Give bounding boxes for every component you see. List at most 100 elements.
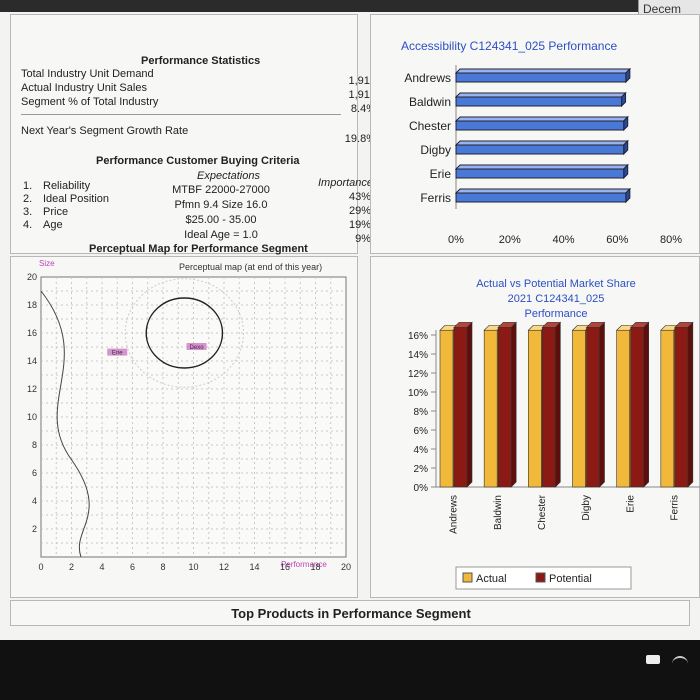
- y-tick-label: 6: [32, 468, 37, 478]
- product-marker: [107, 348, 128, 356]
- x-tick-label: 12: [219, 562, 229, 572]
- x-tick-label: 18: [310, 562, 320, 572]
- accessibility-chart: Accessibility C124341_025 Performance An…: [401, 39, 682, 246]
- bar: [455, 72, 627, 83]
- x-tick-label: 6: [130, 562, 135, 572]
- bar: [455, 192, 627, 203]
- bar-top: [454, 188, 632, 194]
- y-axis-label: Size: [39, 259, 55, 268]
- bar-top: [454, 116, 629, 122]
- top-bar: [0, 0, 700, 12]
- bar: [439, 329, 454, 488]
- criteria-importance: 29%: [348, 205, 371, 217]
- bar-side: [687, 321, 694, 488]
- wifi-icon: [672, 656, 688, 666]
- criteria-expectation: Ideal Age = 1.0: [184, 229, 258, 241]
- bar-side: [555, 321, 561, 488]
- bar-top: [454, 68, 632, 74]
- y-tick-label: 14%: [408, 350, 428, 361]
- bar: [674, 327, 689, 488]
- stats-row-label: Actual Industry Unit Sales: [21, 82, 147, 94]
- bar-top: [454, 164, 629, 170]
- x-tick-label: 0%: [448, 234, 464, 246]
- bar: [453, 327, 468, 488]
- y-tick-label: 0%: [414, 483, 429, 494]
- bar: [455, 120, 625, 131]
- date-tab[interactable]: Decem: [638, 0, 700, 18]
- y-tick-label: 2: [32, 524, 37, 534]
- criteria-importance: 19%: [348, 219, 371, 231]
- y-tick-label: 8%: [414, 407, 429, 418]
- market-share-subtitle2: Performance: [525, 308, 588, 320]
- stats-row-label: Total Industry Unit Demand: [21, 68, 154, 80]
- y-tick-label: 14: [27, 356, 37, 366]
- criteria-name: Reliability: [43, 180, 91, 192]
- bar-side: [643, 321, 649, 488]
- y-tick-label: 10%: [408, 388, 428, 399]
- x-tick-label: 8: [160, 562, 165, 572]
- product-label: Erie: [112, 351, 123, 357]
- x-tick-label: 60%: [606, 234, 628, 246]
- bar-top: [454, 92, 627, 98]
- criteria-num: 3.: [23, 206, 33, 218]
- criteria-name: Price: [43, 206, 69, 218]
- y-tick-label: 10: [27, 412, 37, 422]
- bar: [586, 327, 600, 488]
- criteria-num: 2.: [23, 193, 33, 205]
- bar: [572, 329, 586, 488]
- product-label: Dexo: [190, 345, 205, 351]
- legend: Actual Potential: [455, 566, 632, 590]
- x-tick-label: 16: [280, 562, 290, 572]
- category-label: Ferris: [420, 191, 451, 205]
- growth-label: Next Year's Segment Growth Rate: [21, 125, 189, 137]
- criteria-expectation: Pfmn 9.4 Size 16.0: [174, 199, 268, 211]
- expectations-header: Expectations: [197, 170, 260, 182]
- bar: [497, 327, 512, 488]
- importance-header: Importance: [318, 177, 374, 189]
- category-label: Erie: [430, 167, 452, 181]
- bar-top: [454, 140, 629, 146]
- criteria-expectation: $25.00 - 35.00: [185, 214, 257, 226]
- x-tick-label: 80%: [660, 234, 682, 246]
- legend-label-potential: Potential: [549, 573, 592, 585]
- x-tick-label: 20: [341, 562, 351, 572]
- bar-side: [466, 321, 473, 488]
- category-label: Digby: [581, 495, 592, 521]
- bar: [630, 327, 644, 488]
- bar: [528, 329, 542, 488]
- footer-title: Top Products in Performance Segment: [231, 606, 471, 621]
- product-marker: [186, 343, 207, 350]
- x-tick-label: 0: [38, 562, 43, 572]
- bar: [455, 144, 625, 155]
- market-share-chart: Actual vs Potential Market Share 2021 C1…: [408, 278, 700, 590]
- market-share-subtitle: 2021 C124341_025: [508, 293, 605, 305]
- growth-value: 19.8%: [344, 133, 376, 145]
- x-tick-label: 2: [69, 562, 74, 572]
- outer-circle: [124, 278, 244, 388]
- market-share-title: Actual vs Potential Market Share: [476, 278, 636, 290]
- perceptual-map-section-title: Perceptual Map for Performance Segment: [89, 243, 308, 255]
- perceptual-map-subtitle: Perceptual map (at end of this year): [179, 262, 322, 272]
- category-label: Baldwin: [493, 495, 504, 530]
- y-tick-label: 4: [32, 496, 37, 506]
- bar-side: [510, 321, 517, 488]
- y-tick-label: 6%: [414, 426, 429, 437]
- legend-swatch-potential: [535, 572, 546, 583]
- y-tick-label: 16%: [408, 331, 428, 342]
- screen: Decem Performance Statistics Total Indus…: [0, 0, 700, 640]
- bar: [455, 168, 625, 179]
- bar-side: [599, 321, 605, 488]
- x-tick-label: 4: [99, 562, 104, 572]
- stats-title: Performance Statistics: [141, 55, 261, 67]
- category-label: Chester: [409, 119, 451, 133]
- stats-row-value: 1,915: [348, 89, 376, 101]
- y-tick-label: 18: [27, 300, 37, 310]
- bar: [483, 329, 498, 488]
- x-tick-label: 10: [188, 562, 198, 572]
- bar: [616, 329, 630, 488]
- legend-swatch-actual: [462, 572, 473, 583]
- category-label: Erie: [625, 495, 636, 513]
- perceptual-map-panel: Perceptual Map for Performance Segment P…: [10, 243, 358, 598]
- accessibility-panel: Accessibility C124341_025 Performance An…: [370, 14, 700, 254]
- y-tick-label: 4%: [414, 445, 429, 456]
